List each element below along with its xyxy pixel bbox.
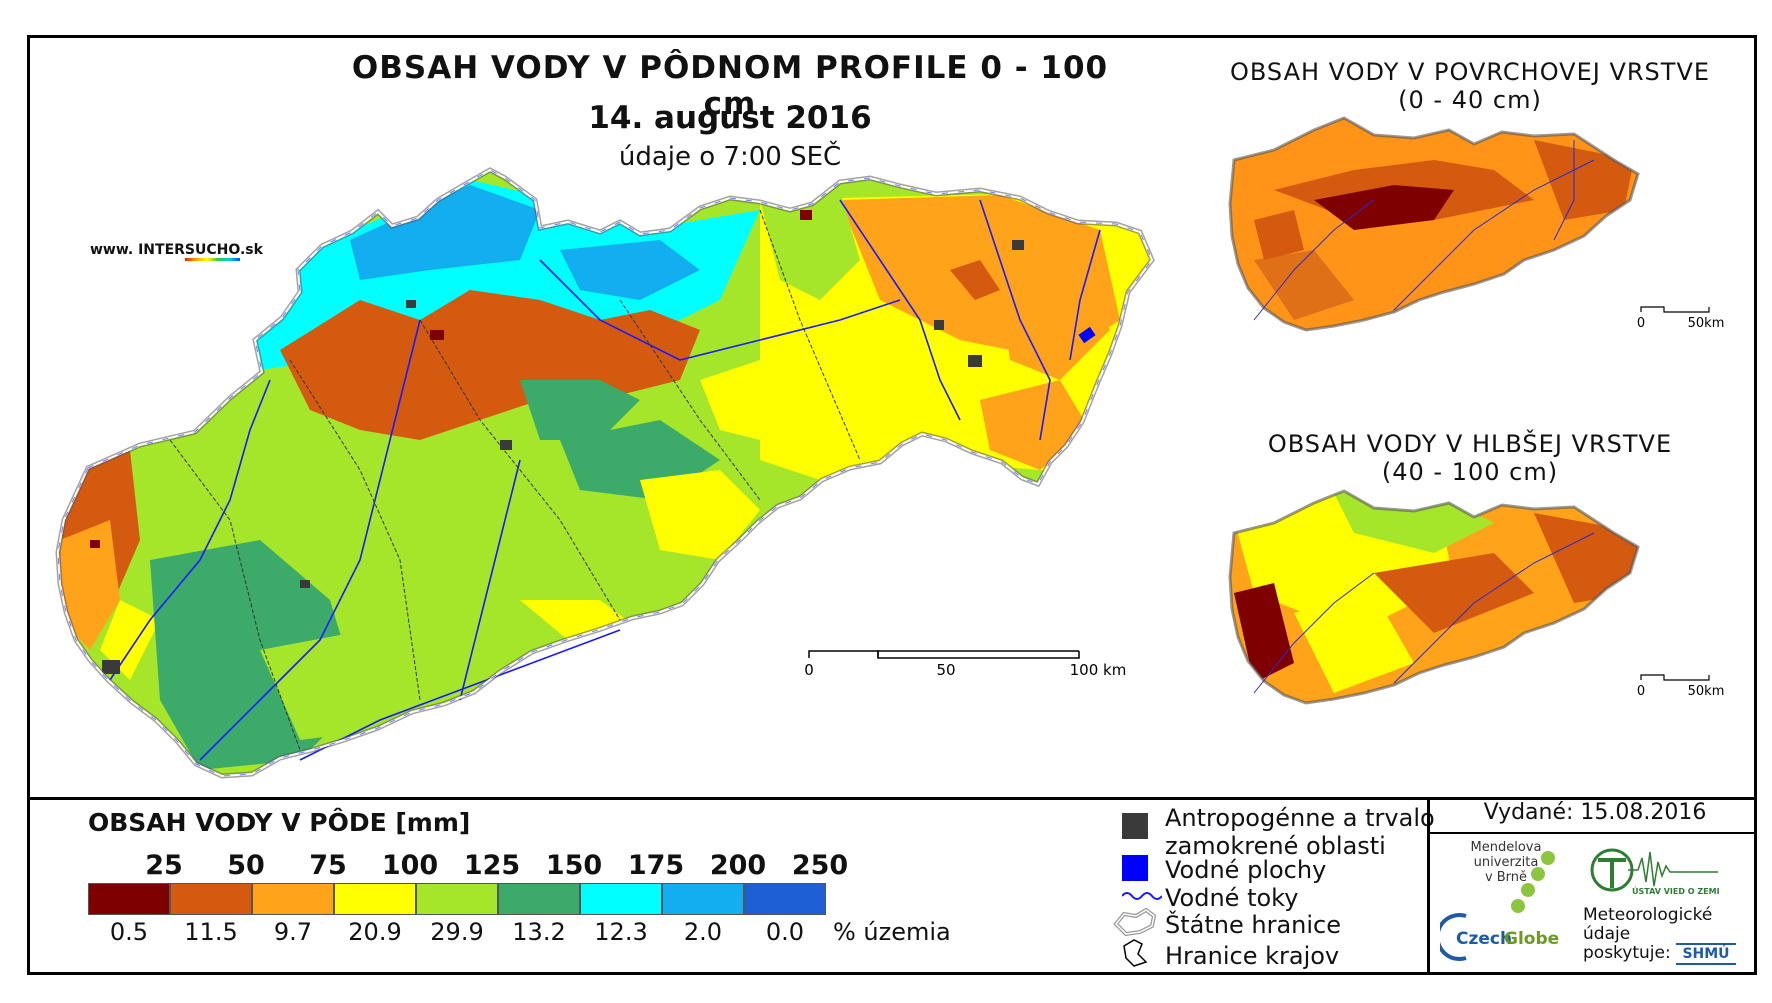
main-scale-label-50: 50 — [936, 661, 955, 679]
inset-top-scale-0: 0 — [1637, 316, 1645, 331]
website-highlight: SUCHO — [184, 242, 240, 261]
legend-class-label: 100 — [381, 850, 439, 881]
legend-swatch — [252, 883, 334, 915]
mendel-line1: Mendelova — [1470, 840, 1542, 855]
legend-class-percent: 9.7 — [273, 918, 313, 946]
legend-class-label: 25 — [145, 850, 183, 881]
legend-class-percent: 0.5 — [109, 918, 149, 946]
legend-swatch — [662, 883, 744, 915]
water-body-key-symbol — [1122, 855, 1148, 881]
mendel-line2: univerzita — [1473, 855, 1539, 870]
inset-bottom-title: OBSAH VODY V HLBŠEJ VRSTVE (40 - 100 cm) — [1190, 430, 1750, 486]
main-scale-label-0: 0 — [804, 661, 814, 679]
legend-swatch — [498, 883, 580, 915]
meteo-line1: Meteorologické — [1583, 905, 1713, 925]
state-border-key-label: Štátne hranice — [1165, 911, 1341, 939]
uvoz-logo: ÚSTAV VIED O ZEMI — [1590, 848, 1720, 896]
region-borders — [169, 209, 861, 751]
czechglobe-logo: Czech Globe — [1440, 913, 1559, 961]
inset-top-title-line2: (0 - 40 cm) — [1398, 86, 1542, 114]
main-map-time: údaje o 7:00 SEČ — [618, 142, 842, 172]
rivers — [109, 199, 1101, 761]
legend-class-percent: 13.2 — [512, 918, 566, 946]
info-divider — [1427, 797, 1430, 975]
uvoz-text: ÚSTAV VIED O ZEMI — [1632, 885, 1720, 896]
legend-class-label: 125 — [463, 850, 521, 881]
legend-class-percent: 2.0 — [683, 918, 723, 946]
legend-class-label: 75 — [309, 850, 347, 881]
anthropogenic-key-label: Antropogénne a trvalo zamokrené oblasti — [1165, 804, 1435, 860]
legend-swatch — [88, 883, 170, 915]
legend-class-label: 175 — [627, 850, 685, 881]
main-map-title: OBSAH VODY V PÔDNOM PROFILE 0 - 100 cm — [351, 50, 1109, 122]
shmu-logo: SHMÚ — [1676, 943, 1736, 965]
czechglobe-text-b: Globe — [1504, 929, 1559, 949]
meteo-line2: údaje — [1583, 924, 1631, 944]
legend-class-percent: 20.9 — [348, 918, 402, 946]
anthropogenic-line1: Antropogénne a trvalo — [1165, 804, 1435, 832]
anthropogenic-areas — [102, 240, 1024, 674]
river-key-symbol — [1122, 892, 1162, 900]
inset-bottom-map — [1228, 489, 1710, 705]
legend-swatch — [334, 883, 416, 915]
main-scale-bar — [808, 650, 1080, 659]
legend-swatch — [580, 883, 662, 915]
czechglobe-text-a: Czech — [1456, 929, 1512, 949]
inset-bottom-title-line1: OBSAH VODY V HLBŠEJ VRSTVE — [1267, 430, 1673, 458]
inset-top-title-line1: OBSAH VODY V POVRCHOVEJ VRSTVE — [1229, 58, 1711, 86]
inset-top-title: OBSAH VODY V POVRCHOVEJ VRSTVE (0 - 40 c… — [1190, 58, 1750, 114]
shmu-text: SHMÚ — [1682, 944, 1729, 962]
anthropogenic-key-symbol — [1122, 813, 1148, 839]
legend-swatch — [416, 883, 498, 915]
inset-top-scale-50: 50km — [1688, 316, 1725, 331]
legend-title: OBSAH VODY V PÔDE [mm] — [88, 808, 471, 837]
website-suffix: .sk — [239, 242, 263, 258]
region-border-key-label: Hranice krajov — [1165, 942, 1340, 970]
river-key-label: Vodné toky — [1165, 884, 1299, 912]
main-scale-label-100: 100 km — [1070, 661, 1127, 679]
inset-bottom-title-line2: (40 - 100 cm) — [1381, 458, 1559, 486]
mendel-line3: v Brně — [1484, 870, 1528, 885]
legend-separator — [27, 797, 1757, 800]
inset-bottom-scale-0: 0 — [1637, 684, 1645, 699]
water-body-mark — [1078, 326, 1096, 344]
legend-class-label: 200 — [709, 850, 767, 881]
czechglobe-dots-icon — [1511, 851, 1555, 913]
issued-divider — [1427, 832, 1757, 834]
anthropogenic-line2: zamokrené oblasti — [1165, 832, 1386, 860]
inset-top-map — [1228, 116, 1710, 332]
main-map-date: 14. august 2016 — [588, 100, 872, 136]
legend-class-label: 150 — [545, 850, 603, 881]
legend-class-label: 50 — [227, 850, 265, 881]
issued-date: Vydané: 15.08.2016 — [1483, 800, 1707, 825]
legend-class-label: 250 — [791, 850, 849, 881]
website-prefix: www. INTER — [90, 242, 185, 258]
website-link[interactable]: www. INTERSUCHO.sk — [90, 242, 263, 261]
legend-swatch — [744, 883, 826, 915]
legend-pct-unit: % územia — [833, 918, 951, 946]
soil-moisture-raster — [58, 170, 1152, 776]
legend-class-percent: 0.0 — [765, 918, 805, 946]
legend-swatch — [170, 883, 252, 915]
main-map: 0 50 100 km 0 50km — [0, 116, 1725, 800]
inset-bottom-scale-50: 50km — [1688, 684, 1725, 699]
region-border-key-symbol — [1123, 939, 1148, 967]
water-body-key-label: Vodné plochy — [1165, 856, 1327, 884]
state-border-key-symbol — [1113, 907, 1157, 937]
meteo-line3: poskytuje: — [1583, 943, 1671, 963]
meteo-text: Meteorologické údaje poskytuje: — [1583, 906, 1712, 963]
legend-class-percent: 12.3 — [594, 918, 648, 946]
legend-class-percent: 29.9 — [430, 918, 484, 946]
mendel-logo-text: Mendelova univerzita v Brně — [1466, 840, 1546, 885]
legend-class-percent: 11.5 — [184, 918, 238, 946]
